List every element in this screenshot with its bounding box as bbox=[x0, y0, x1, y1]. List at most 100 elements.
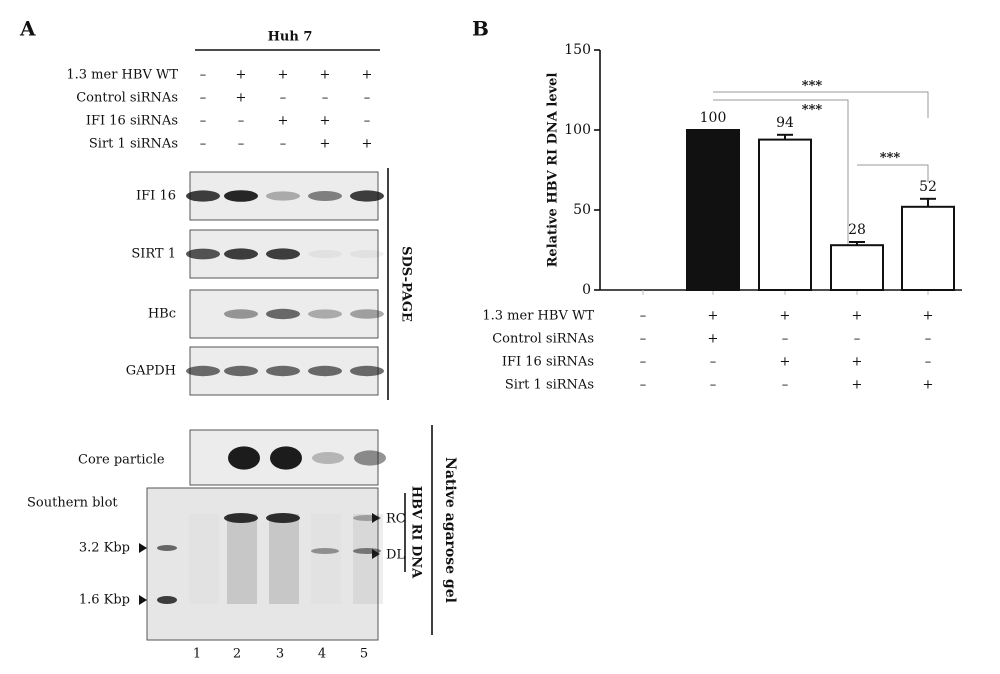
band bbox=[266, 308, 300, 320]
sig-bracket bbox=[713, 99, 849, 268]
condition-sign: – bbox=[640, 378, 647, 393]
bar bbox=[830, 244, 884, 291]
smear bbox=[353, 514, 383, 604]
southern-label: Southern blot bbox=[27, 496, 118, 511]
value-label: 52 bbox=[919, 179, 937, 195]
condition-label: 1.3 mer HBV WT bbox=[66, 68, 178, 83]
condition-sign: – bbox=[640, 355, 647, 370]
value-label: 94 bbox=[776, 115, 794, 131]
core-label: Core particle bbox=[78, 453, 165, 468]
condition-sign: + bbox=[320, 68, 331, 83]
band bbox=[224, 513, 258, 523]
panel-letter: A bbox=[19, 17, 36, 41]
condition-label: IFI 16 siRNAs bbox=[502, 355, 594, 370]
band bbox=[350, 190, 384, 202]
bar bbox=[901, 205, 955, 291]
native-label: Native agarose gel bbox=[442, 457, 458, 603]
sig-bracket bbox=[857, 164, 929, 182]
band bbox=[186, 365, 220, 377]
condition-sign: – bbox=[280, 137, 287, 152]
condition-sign: – bbox=[364, 91, 371, 106]
ri-label: HBV RI DNA bbox=[409, 486, 424, 579]
y-tick-label: 100 bbox=[564, 122, 591, 138]
condition-sign: – bbox=[280, 91, 287, 106]
condition-sign: – bbox=[200, 114, 207, 129]
condition-sign: – bbox=[238, 114, 245, 129]
condition-label: Control siRNAs bbox=[76, 91, 178, 106]
band bbox=[224, 248, 258, 260]
condition-sign: – bbox=[364, 114, 371, 129]
marker-label: 3.2 Kbp bbox=[79, 541, 130, 556]
lane-number: 5 bbox=[360, 647, 368, 662]
value-label: 100 bbox=[700, 110, 727, 126]
condition-sign: + bbox=[236, 91, 247, 106]
band bbox=[224, 365, 258, 377]
blot-label: IFI 16 bbox=[136, 189, 176, 204]
band bbox=[224, 309, 258, 319]
condition-sign: – bbox=[710, 355, 717, 370]
band bbox=[308, 309, 342, 319]
band bbox=[228, 446, 260, 470]
sig-label: *** bbox=[802, 79, 823, 94]
smear bbox=[189, 514, 219, 604]
band bbox=[266, 248, 300, 260]
condition-sign: + bbox=[852, 309, 863, 324]
condition-sign: + bbox=[362, 68, 373, 83]
band bbox=[308, 365, 342, 377]
condition-sign: – bbox=[925, 332, 932, 347]
condition-sign: + bbox=[320, 114, 331, 129]
rc-label: RC bbox=[386, 512, 406, 527]
bar bbox=[758, 138, 812, 291]
condition-sign: + bbox=[362, 137, 373, 152]
band bbox=[186, 248, 220, 260]
lane-number: 1 bbox=[193, 647, 201, 662]
condition-label: Control siRNAs bbox=[492, 332, 594, 347]
condition-label: Sirt 1 siRNAs bbox=[89, 137, 178, 152]
condition-sign: – bbox=[640, 309, 647, 324]
band bbox=[350, 249, 384, 259]
band bbox=[270, 446, 302, 470]
cell-line: Huh 7 bbox=[268, 30, 313, 45]
condition-sign: + bbox=[708, 332, 719, 347]
condition-sign: + bbox=[852, 378, 863, 393]
marker-arrow bbox=[139, 543, 147, 553]
condition-sign: + bbox=[780, 309, 791, 324]
condition-sign: – bbox=[854, 332, 861, 347]
band bbox=[311, 548, 339, 554]
marker-label: 1.6 Kbp bbox=[79, 593, 130, 608]
marker-arrow bbox=[139, 595, 147, 605]
condition-sign: – bbox=[200, 68, 207, 83]
lane-number: 3 bbox=[276, 647, 284, 662]
y-tick-label: 150 bbox=[564, 42, 591, 58]
sds-label: SDS-PAGE bbox=[399, 246, 414, 322]
condition-sign: + bbox=[708, 309, 719, 324]
blot-label: GAPDH bbox=[126, 364, 176, 379]
band bbox=[308, 249, 342, 259]
condition-sign: – bbox=[322, 91, 329, 106]
condition-sign: + bbox=[923, 378, 934, 393]
band bbox=[350, 309, 384, 319]
value-label: 28 bbox=[848, 222, 866, 238]
condition-sign: – bbox=[782, 332, 789, 347]
condition-sign: + bbox=[236, 68, 247, 83]
condition-sign: + bbox=[923, 309, 934, 324]
bar bbox=[686, 129, 740, 291]
blot bbox=[189, 171, 379, 221]
dl-label: DL bbox=[386, 548, 405, 563]
condition-sign: + bbox=[780, 355, 791, 370]
condition-sign: + bbox=[320, 137, 331, 152]
band bbox=[353, 515, 381, 521]
band bbox=[157, 545, 177, 551]
y-tick-label: 50 bbox=[573, 202, 591, 218]
band bbox=[266, 191, 300, 201]
band bbox=[186, 190, 220, 202]
rc-arrow bbox=[372, 513, 380, 523]
band bbox=[266, 365, 300, 377]
smear bbox=[311, 514, 341, 604]
condition-sign: – bbox=[200, 137, 207, 152]
blot-label: SIRT 1 bbox=[131, 247, 176, 262]
y-tick-label: 0 bbox=[582, 282, 591, 298]
band bbox=[354, 450, 386, 466]
condition-sign: – bbox=[710, 378, 717, 393]
